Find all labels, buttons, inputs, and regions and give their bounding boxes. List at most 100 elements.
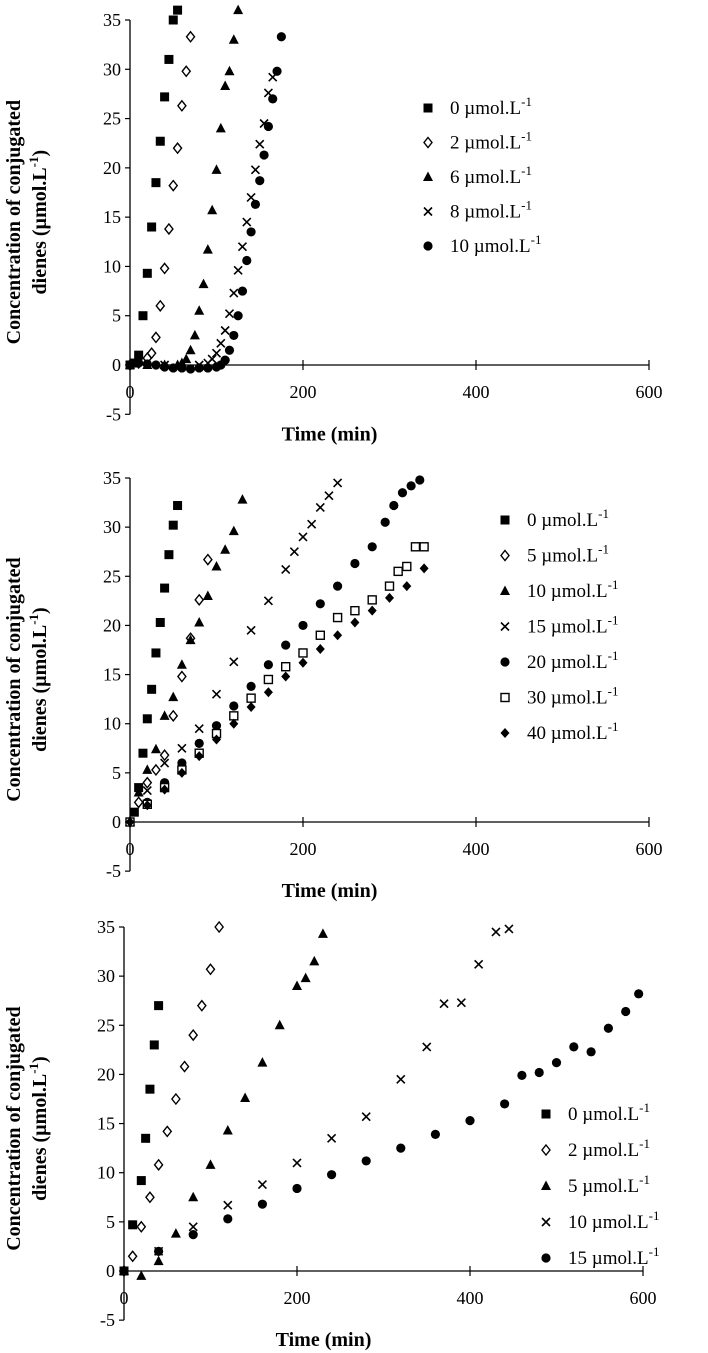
data-point bbox=[241, 217, 252, 227]
legend-entry: 10 µmol.L-1 bbox=[527, 577, 618, 602]
legend-marker bbox=[423, 206, 433, 217]
data-point bbox=[127, 1250, 138, 1262]
data-point bbox=[188, 1029, 198, 1041]
data-point bbox=[188, 1191, 199, 1202]
legend-marker bbox=[541, 1217, 551, 1227]
data-point bbox=[246, 227, 256, 237]
data-point bbox=[177, 100, 187, 112]
data-point bbox=[298, 648, 308, 658]
data-point bbox=[159, 710, 170, 720]
data-point bbox=[333, 581, 343, 591]
legend-marker bbox=[500, 549, 510, 562]
data-point bbox=[397, 488, 408, 498]
legend-entry: 15 µmol.L-1 bbox=[568, 1244, 659, 1269]
data-point bbox=[309, 955, 320, 966]
legend-entry: 2 µmol.L-1 bbox=[568, 1136, 650, 1161]
data-point bbox=[439, 998, 449, 1009]
legend-marker bbox=[500, 728, 510, 738]
data-point bbox=[402, 561, 412, 572]
data-point bbox=[153, 1159, 164, 1171]
data-point bbox=[211, 348, 222, 358]
data-point bbox=[255, 176, 265, 186]
y-tick-label: 0 bbox=[112, 812, 121, 832]
data-point bbox=[229, 288, 239, 298]
data-point bbox=[603, 1023, 613, 1033]
data-point bbox=[384, 581, 395, 591]
data-point bbox=[229, 330, 239, 341]
data-point bbox=[136, 1176, 146, 1186]
x-tick-label: 400 bbox=[463, 382, 490, 402]
data-point bbox=[274, 1019, 285, 1030]
data-point bbox=[292, 980, 302, 990]
data-point bbox=[586, 1047, 596, 1057]
y-tick-label: 5 bbox=[106, 1212, 115, 1232]
legend-marker bbox=[541, 1253, 551, 1263]
data-point bbox=[396, 1143, 406, 1153]
data-point bbox=[160, 362, 170, 372]
data-point bbox=[430, 1129, 440, 1139]
data-point bbox=[257, 1199, 267, 1209]
data-point bbox=[181, 65, 191, 77]
data-point bbox=[333, 630, 343, 641]
data-point bbox=[136, 1221, 147, 1233]
data-point bbox=[500, 1099, 510, 1109]
legend-marker bbox=[423, 241, 433, 251]
data-point bbox=[237, 286, 248, 296]
data-point bbox=[194, 594, 204, 606]
data-point bbox=[216, 338, 226, 349]
legend-marker bbox=[500, 621, 510, 632]
y-tick-label: 30 bbox=[103, 517, 121, 537]
data-point bbox=[240, 1092, 251, 1103]
x-tick-label: 200 bbox=[290, 382, 317, 402]
data-point bbox=[254, 139, 265, 149]
x-axis-label: Time (min) bbox=[276, 1329, 372, 1351]
y-tick-label: 35 bbox=[103, 468, 121, 488]
data-point bbox=[171, 1093, 181, 1105]
data-point bbox=[465, 1116, 475, 1126]
series-2 bbox=[125, 31, 196, 371]
data-point bbox=[142, 268, 152, 278]
y-tick-label: 15 bbox=[103, 665, 121, 685]
data-point bbox=[250, 165, 261, 175]
data-point bbox=[151, 331, 161, 344]
legend-entry: 40 µmol.L-1 bbox=[527, 719, 618, 744]
data-point bbox=[257, 1057, 268, 1067]
data-point bbox=[151, 360, 161, 370]
data-point bbox=[233, 311, 243, 321]
data-point bbox=[147, 222, 157, 232]
data-point bbox=[410, 542, 421, 552]
x-axis-label: Time (min) bbox=[282, 423, 378, 445]
data-point bbox=[246, 693, 256, 703]
data-point bbox=[176, 659, 187, 669]
y-tick-label: 20 bbox=[97, 1064, 115, 1084]
data-point bbox=[268, 94, 278, 104]
x-tick-label: 600 bbox=[630, 1288, 657, 1308]
data-point bbox=[263, 660, 273, 670]
data-point bbox=[154, 1001, 164, 1011]
data-point bbox=[315, 630, 325, 640]
legend-entry: 6 µmol.L-1 bbox=[450, 163, 532, 188]
data-point bbox=[162, 1125, 172, 1138]
series-3 bbox=[125, 494, 248, 826]
data-point bbox=[205, 963, 216, 975]
data-point bbox=[257, 1179, 268, 1190]
y-tick-label: -5 bbox=[106, 404, 121, 424]
data-point bbox=[168, 520, 178, 530]
legend-marker bbox=[541, 1109, 551, 1119]
data-point bbox=[194, 616, 205, 627]
data-point bbox=[421, 1042, 432, 1052]
data-point bbox=[300, 972, 311, 983]
data-point bbox=[151, 764, 161, 776]
legend-marker bbox=[541, 1180, 551, 1190]
data-point bbox=[168, 691, 179, 702]
data-point bbox=[142, 764, 153, 774]
legend-marker bbox=[500, 515, 510, 525]
data-point bbox=[142, 776, 153, 789]
data-point bbox=[125, 360, 135, 370]
series-4 bbox=[125, 72, 278, 370]
y-tick-label: 0 bbox=[112, 355, 121, 375]
legend-marker bbox=[541, 1144, 551, 1156]
